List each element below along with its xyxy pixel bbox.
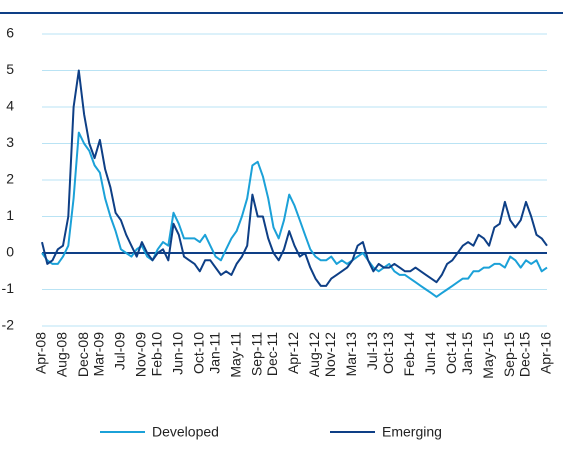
y-tick-label: 4: [6, 98, 14, 114]
x-tick-label: Jun-14: [422, 332, 438, 375]
x-tick-label: Aug-08: [54, 332, 70, 377]
y-tick-label: 3: [6, 134, 14, 150]
x-tick-label: Jan-11: [206, 332, 222, 374]
x-tick-label: Apr-08: [33, 332, 49, 374]
y-tick-label: 2: [6, 171, 14, 187]
y-tick-label: 0: [6, 244, 14, 260]
x-tick-label: Feb-14: [401, 332, 417, 377]
y-tick-label: 1: [6, 207, 14, 223]
x-tick-label: Oct-13: [380, 332, 396, 374]
x-tick-label: Aug-12: [306, 332, 322, 377]
x-tick-label: Jun-10: [169, 332, 185, 375]
y-tick-label: -2: [2, 317, 15, 333]
x-tick-label: Jan-15: [459, 332, 475, 375]
x-tick-label: Apr-12: [285, 332, 301, 374]
series-line: [41, 69, 548, 287]
x-tick-label: Mar-09: [91, 332, 107, 377]
legend-label: Emerging: [382, 424, 442, 440]
x-tick-label: Mar-13: [343, 332, 359, 377]
x-tick-label: Jul-13: [364, 332, 380, 370]
x-tick-label: Apr-16: [538, 332, 554, 374]
x-tick-label: Dec-15: [517, 332, 533, 377]
x-tick-label: Feb-10: [148, 332, 164, 377]
x-tick-label: Sep-15: [501, 332, 517, 377]
y-tick-label: -1: [2, 280, 15, 296]
x-tick-label: Oct-14: [443, 332, 459, 374]
x-tick-label: Nov-12: [322, 332, 338, 377]
legend-label: Developed: [152, 424, 219, 440]
y-tick-label: 5: [6, 61, 14, 77]
x-tick-label: May-11: [227, 332, 243, 378]
x-tick-label: Sep-11: [248, 332, 264, 376]
x-tick-label: Dec-08: [75, 332, 91, 377]
x-tick-label: Jul-09: [112, 332, 128, 370]
series-line: [41, 131, 548, 298]
x-tick-label: Nov-09: [133, 332, 149, 377]
x-tick-label: May-15: [480, 332, 496, 379]
x-tick-label: Dec-11: [264, 332, 280, 376]
x-tick-label: Oct-10: [191, 332, 207, 374]
y-tick-label: 6: [6, 25, 14, 41]
